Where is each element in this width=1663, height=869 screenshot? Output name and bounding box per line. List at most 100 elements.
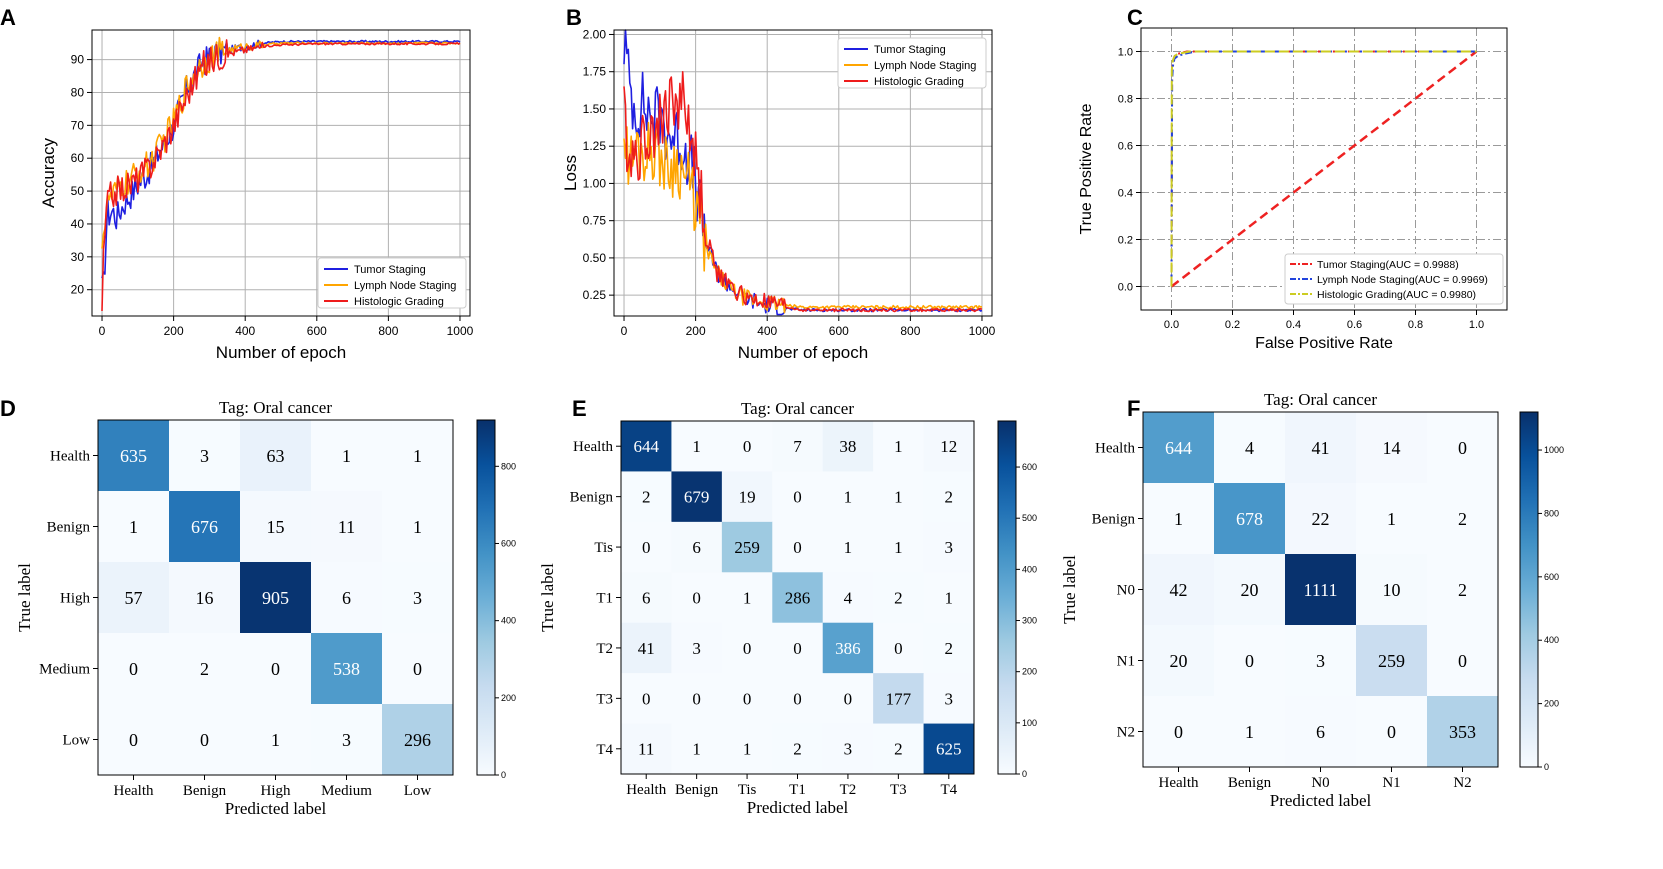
x-tick-label: 200: [686, 324, 706, 338]
matrix-cell: [311, 491, 383, 563]
cell-value: 4: [844, 588, 853, 607]
colorbar-tick-label: 400: [1544, 635, 1559, 645]
cell-value: 3: [945, 689, 954, 708]
y-tick-label: 0.0: [1118, 282, 1133, 294]
matrix-cell: [671, 673, 723, 725]
matrix-cell: [1356, 412, 1428, 484]
y-tick-label: 80: [71, 85, 85, 99]
matrix-cell: [1427, 625, 1499, 697]
matrix-cell: [923, 622, 975, 674]
matrix-cell: [772, 421, 824, 472]
matrix-cell: [1143, 412, 1215, 484]
cell-value: 644: [1165, 438, 1192, 458]
cell-value: 676: [191, 517, 218, 537]
y-tick-label: 0.75: [583, 214, 607, 228]
matrix-cell: [1285, 412, 1357, 484]
cell-value: 1111: [1304, 580, 1338, 600]
cell-value: 20: [1241, 580, 1259, 600]
matrix-cell: [721, 421, 773, 472]
cell-value: 20: [1170, 651, 1188, 671]
colorbar-tick-label: 0: [1022, 769, 1027, 779]
cell-value: 1: [844, 488, 853, 507]
cell-value: 1: [894, 488, 903, 507]
legend-label: Tumor Staging: [354, 264, 426, 276]
colorbar-tick-label: 500: [1022, 513, 1037, 523]
cell-value: 1: [692, 740, 701, 759]
matrix-cell: [873, 521, 925, 573]
cell-value: 0: [1174, 722, 1183, 742]
predicted-label-tick: N2: [1453, 775, 1471, 791]
matrix-cell: [1214, 625, 1286, 697]
legend-label: Lymph Node Staging: [354, 280, 456, 292]
x-tick-label: 800: [900, 324, 920, 338]
cell-value: 2: [894, 588, 903, 607]
cell-value: 0: [743, 639, 752, 658]
true-label-tick: T2: [596, 641, 613, 657]
cell-value: 0: [793, 639, 802, 658]
cell-value: 11: [338, 517, 355, 537]
matrix-cell: [169, 633, 241, 705]
matrix-cell: [240, 633, 312, 705]
matrix-cell: [721, 521, 773, 573]
cell-value: 41: [638, 639, 655, 658]
y-axis-label: Accuracy: [39, 138, 58, 208]
colorbar-tick-label: 200: [1544, 699, 1559, 709]
cell-value: 3: [1316, 651, 1325, 671]
matrix-cell: [621, 673, 672, 725]
plot-frame: [1140, 27, 1508, 311]
series-line-lymph-node-staging: [101, 36, 461, 249]
y-tick-label: 90: [71, 53, 85, 67]
cell-value: 16: [196, 588, 214, 608]
x-axis-label: Predicted label: [1270, 791, 1372, 810]
matrix-title: Tag: Oral cancer: [219, 398, 332, 417]
cell-value: 0: [743, 437, 752, 456]
legend-label: Lymph Node Staging(AUC = 0.9969): [1317, 274, 1488, 286]
cell-value: 3: [413, 588, 422, 608]
legend-box: [837, 37, 987, 89]
legend-box: [317, 257, 467, 309]
cell-value: 12: [940, 437, 957, 456]
cell-value: 3: [692, 639, 701, 658]
matrix-cell: [873, 572, 925, 624]
cell-value: 1: [1174, 509, 1183, 529]
matrix-cell: [1143, 483, 1215, 555]
y-tick-label: 40: [71, 217, 85, 231]
panel-e-confusion-matrix: 644 1 0 7 38 1 122 679 19 0 1 1 20 6 259 0 1 1 36 0 1 286 4 2 14…: [538, 399, 1037, 817]
y-tick-label: 20: [71, 283, 85, 297]
y-tick-label: 70: [71, 118, 85, 132]
matrix-cell: [1143, 554, 1215, 626]
predicted-label-tick: Health: [1159, 775, 1199, 791]
cell-value: 0: [692, 588, 701, 607]
matrix-cell: [822, 723, 874, 775]
cell-value: 1: [1387, 509, 1396, 529]
panel-letter-a: A: [0, 5, 16, 30]
colorbar-tick-label: 100: [1022, 718, 1037, 728]
cell-value: 7: [793, 437, 802, 456]
x-tick-label: 1000: [969, 324, 996, 338]
colorbar-tick-label: 300: [1022, 616, 1037, 626]
true-label-tick: Tis: [594, 540, 613, 556]
x-tick-label: 0.2: [1225, 319, 1240, 331]
y-tick-label: 1.50: [583, 102, 607, 116]
cell-value: 6: [692, 538, 701, 557]
cell-value: 0: [642, 689, 651, 708]
true-label-tick: Health: [1095, 441, 1135, 457]
y-tick-label: 50: [71, 184, 85, 198]
matrix-cell: [621, 421, 672, 472]
matrix-cell: [721, 572, 773, 624]
cell-value: 0: [1245, 651, 1254, 671]
x-tick-label: 0.6: [1347, 319, 1362, 331]
colorbar: [476, 419, 496, 776]
cell-value: 0: [844, 689, 853, 708]
cell-value: 0: [793, 538, 802, 557]
matrix-cell: [671, 572, 723, 624]
panel-c-roc-chart: 0.0 0.2 0.4 0.6 0.8 1.0 0.0 0.2 0.4 0.6 0.8 1.0 Fals…: [1078, 27, 1508, 352]
cell-value: 1: [743, 740, 752, 759]
cell-value: 1: [1245, 722, 1254, 742]
cell-value: 386: [835, 639, 861, 658]
cell-value: 0: [200, 730, 209, 750]
cell-value: 353: [1449, 722, 1476, 742]
y-axis-label: True label: [538, 563, 557, 632]
matrix-cell: [98, 420, 170, 492]
